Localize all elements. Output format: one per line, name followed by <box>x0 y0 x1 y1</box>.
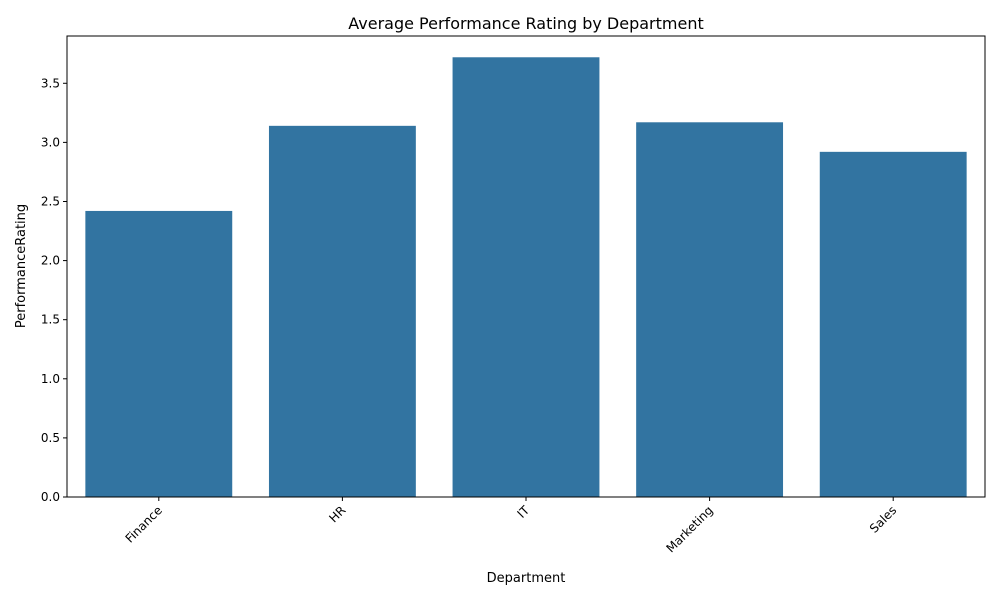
x-axis: Finance HR IT Marketing Sales <box>123 497 899 555</box>
y-tick-label: 2.0 <box>41 254 60 268</box>
bars-group <box>85 57 967 498</box>
y-axis: 0.0 0.5 1.0 1.5 2.0 2.5 3.0 3.5 <box>41 76 67 504</box>
bar-sales <box>819 151 967 498</box>
x-tick-label: HR <box>326 503 348 525</box>
y-tick-label: 3.5 <box>41 76 60 90</box>
x-tick-label: Marketing <box>664 503 716 555</box>
bar-it <box>452 57 600 498</box>
y-tick-label: 1.0 <box>41 372 60 386</box>
plot-frame <box>66 35 986 498</box>
x-tick-label: Finance <box>123 503 165 545</box>
y-tick-label: 0.5 <box>41 431 60 445</box>
bar-finance <box>85 210 233 497</box>
y-tick-label: 3.0 <box>41 135 60 149</box>
x-axis-label: Department <box>487 571 566 586</box>
y-tick-label: 1.5 <box>41 313 60 327</box>
x-tick-label: Sales <box>867 503 899 535</box>
y-tick-label: 2.5 <box>41 194 60 208</box>
y-axis-label: PerformanceRating <box>14 204 29 328</box>
x-tick-label: IT <box>515 503 533 521</box>
chart-title: Average Performance Rating by Department <box>348 14 703 33</box>
bar-marketing <box>636 122 784 498</box>
bar-hr <box>268 125 416 497</box>
y-tick-label: 0.0 <box>41 490 60 504</box>
